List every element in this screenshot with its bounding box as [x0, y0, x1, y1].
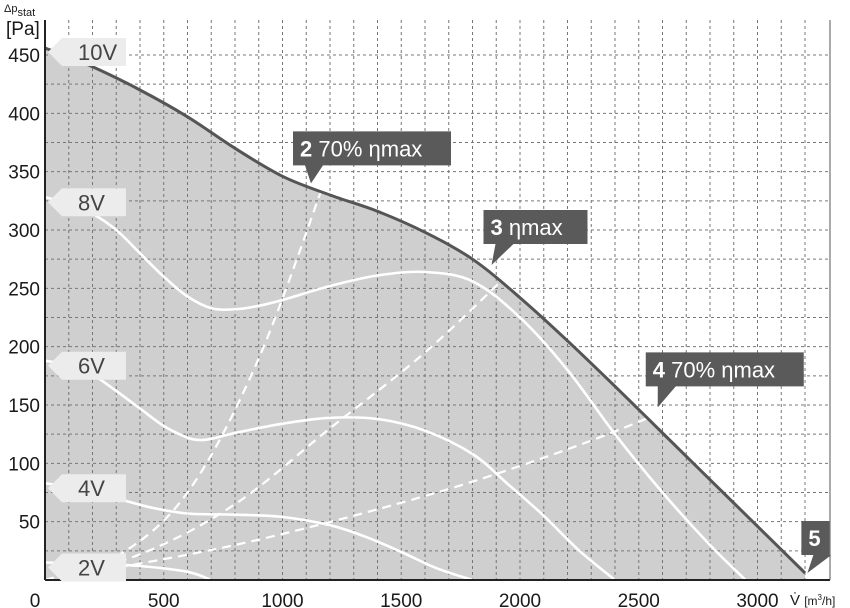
axes	[44, 20, 831, 581]
efficiency-line	[44, 273, 509, 582]
x-tick-label: 0	[30, 591, 41, 608]
y-tick-label: 250	[8, 279, 40, 300]
x-tick-label: 2000	[499, 591, 541, 608]
y-tick-label: 300	[8, 221, 40, 242]
x-axis-label: V̇ [m3/h]	[790, 592, 835, 608]
point-label: 5	[808, 526, 820, 551]
series-line	[44, 196, 747, 581]
x-tick-label: 500	[148, 591, 180, 608]
x-tick-label: 1000	[261, 591, 303, 608]
y-tick-label: 100	[8, 454, 40, 475]
grid	[45, 20, 830, 580]
y-tick-label: 450	[8, 46, 40, 67]
point-label: 4 70% ηmax	[653, 357, 775, 382]
point-label-box	[801, 520, 832, 573]
point-label-box	[483, 209, 588, 265]
y-tick-label: 350	[8, 163, 40, 184]
voltage-tag-label: 4V	[78, 476, 105, 501]
y-tick-label: 400	[8, 104, 40, 125]
x-tick-label: 1500	[380, 591, 422, 608]
y-tick-label: 150	[8, 396, 40, 417]
efficiency-line	[44, 406, 675, 582]
point-label: 3 ηmax	[491, 215, 563, 240]
voltage-tag-label: 2V	[78, 555, 105, 580]
series-line-max	[44, 46, 807, 575]
point-label-box	[293, 131, 451, 184]
labels: 10V 8V 6V 4V 2V 2 70% ηmax 3 ηmax 4 70% ηmax 5	[48, 38, 832, 582]
y-tick-label: 50	[19, 513, 40, 534]
voltage-tag-box	[48, 38, 126, 66]
voltage-tag-box	[48, 351, 126, 380]
voltage-tag-box	[48, 553, 126, 582]
y-tick-label: 200	[8, 338, 40, 359]
voltage-tag-label: 8V	[78, 190, 105, 215]
tick-labels: 0 500 1000 1500 2000 2500 3000 50 100 150 200 250 30…	[4, 3, 835, 608]
point-label-box	[645, 352, 804, 408]
voltage-tag-box	[48, 474, 126, 503]
y-axis-label: Δpstat	[4, 3, 35, 19]
series-line	[44, 359, 616, 582]
y-axis-unit: [Pa]	[6, 19, 40, 40]
voltage-tag-box	[48, 188, 126, 217]
x-tick-label: 2500	[618, 591, 660, 608]
voltage-tag-label: 6V	[78, 354, 105, 379]
point-label: 2 70% ηmax	[300, 136, 422, 161]
voltage-tag-label: 10V	[78, 40, 117, 65]
x-tick-label: 3000	[736, 591, 778, 608]
